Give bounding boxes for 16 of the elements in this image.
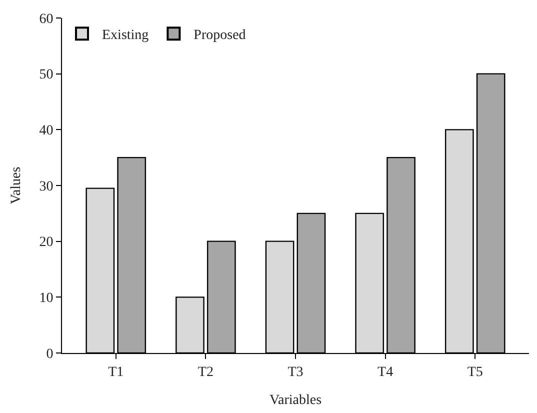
y-tick-label: 20 xyxy=(39,235,54,250)
x-tick-label: T3 xyxy=(288,364,304,380)
legend-label: Proposed xyxy=(194,28,246,44)
y-tick-label: 40 xyxy=(39,124,54,139)
y-tick-label: 60 xyxy=(39,12,54,27)
x-tick-label: T1 xyxy=(108,364,124,380)
x-axis-title: Variables xyxy=(269,393,322,408)
x-tick-label: T5 xyxy=(467,364,483,380)
legend-label: Existing xyxy=(102,28,149,44)
y-tick-label: 0 xyxy=(46,346,54,362)
y-tick-label: 50 xyxy=(39,68,54,83)
x-tick-label: T4 xyxy=(378,364,394,380)
x-tick-label: T2 xyxy=(198,364,214,380)
y-axis-title: Values xyxy=(8,166,24,204)
y-tick-label: 10 xyxy=(39,291,54,306)
y-tick-label: 30 xyxy=(39,179,54,194)
